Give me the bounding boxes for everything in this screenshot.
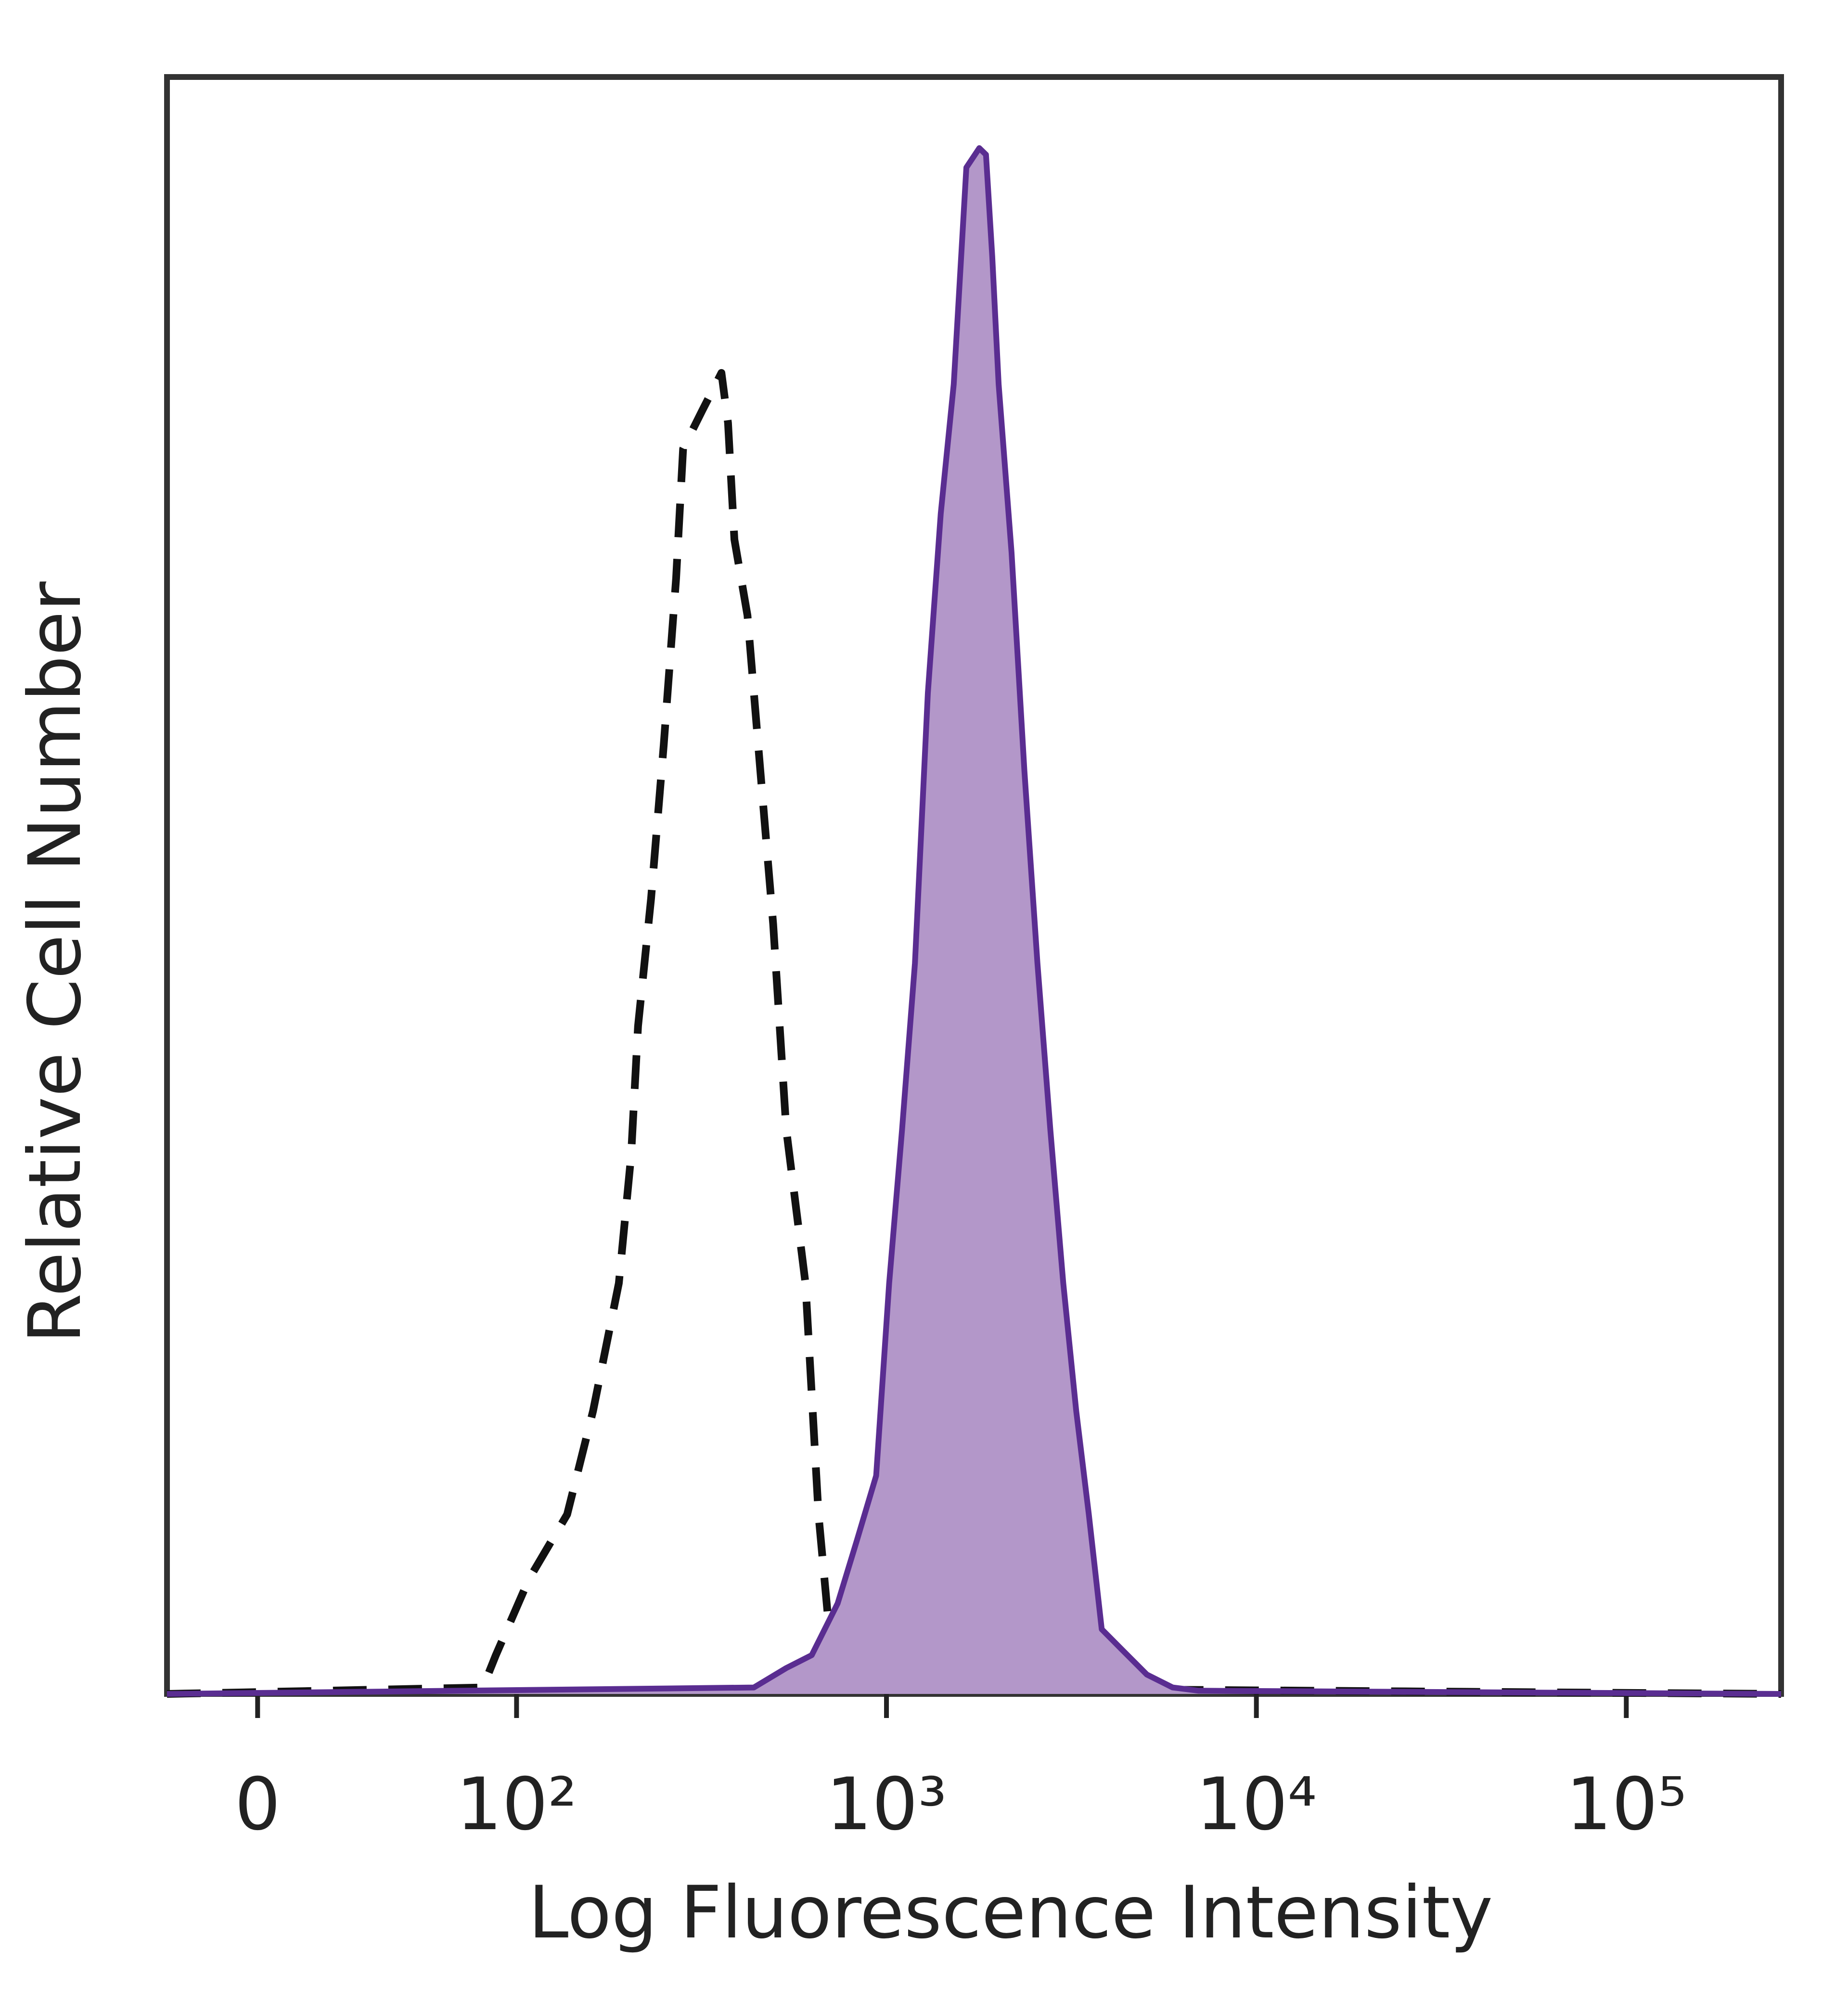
histogram-area: [167, 148, 1781, 1694]
x-axis-title: Log Fluorescence Intensity: [528, 1871, 1493, 1955]
histogram-line: [167, 369, 1782, 1698]
x-tick-label: 10⁵: [1566, 1763, 1687, 1846]
x-tick-label: 0: [235, 1763, 281, 1846]
x-tick-label: 10⁴: [1196, 1763, 1317, 1846]
histogram-line: [167, 145, 1782, 1697]
x-tick-label: 10³: [826, 1763, 947, 1846]
y-axis-title: Relative Cell Number: [13, 581, 97, 1344]
x-tick-label: 10²: [456, 1763, 577, 1846]
